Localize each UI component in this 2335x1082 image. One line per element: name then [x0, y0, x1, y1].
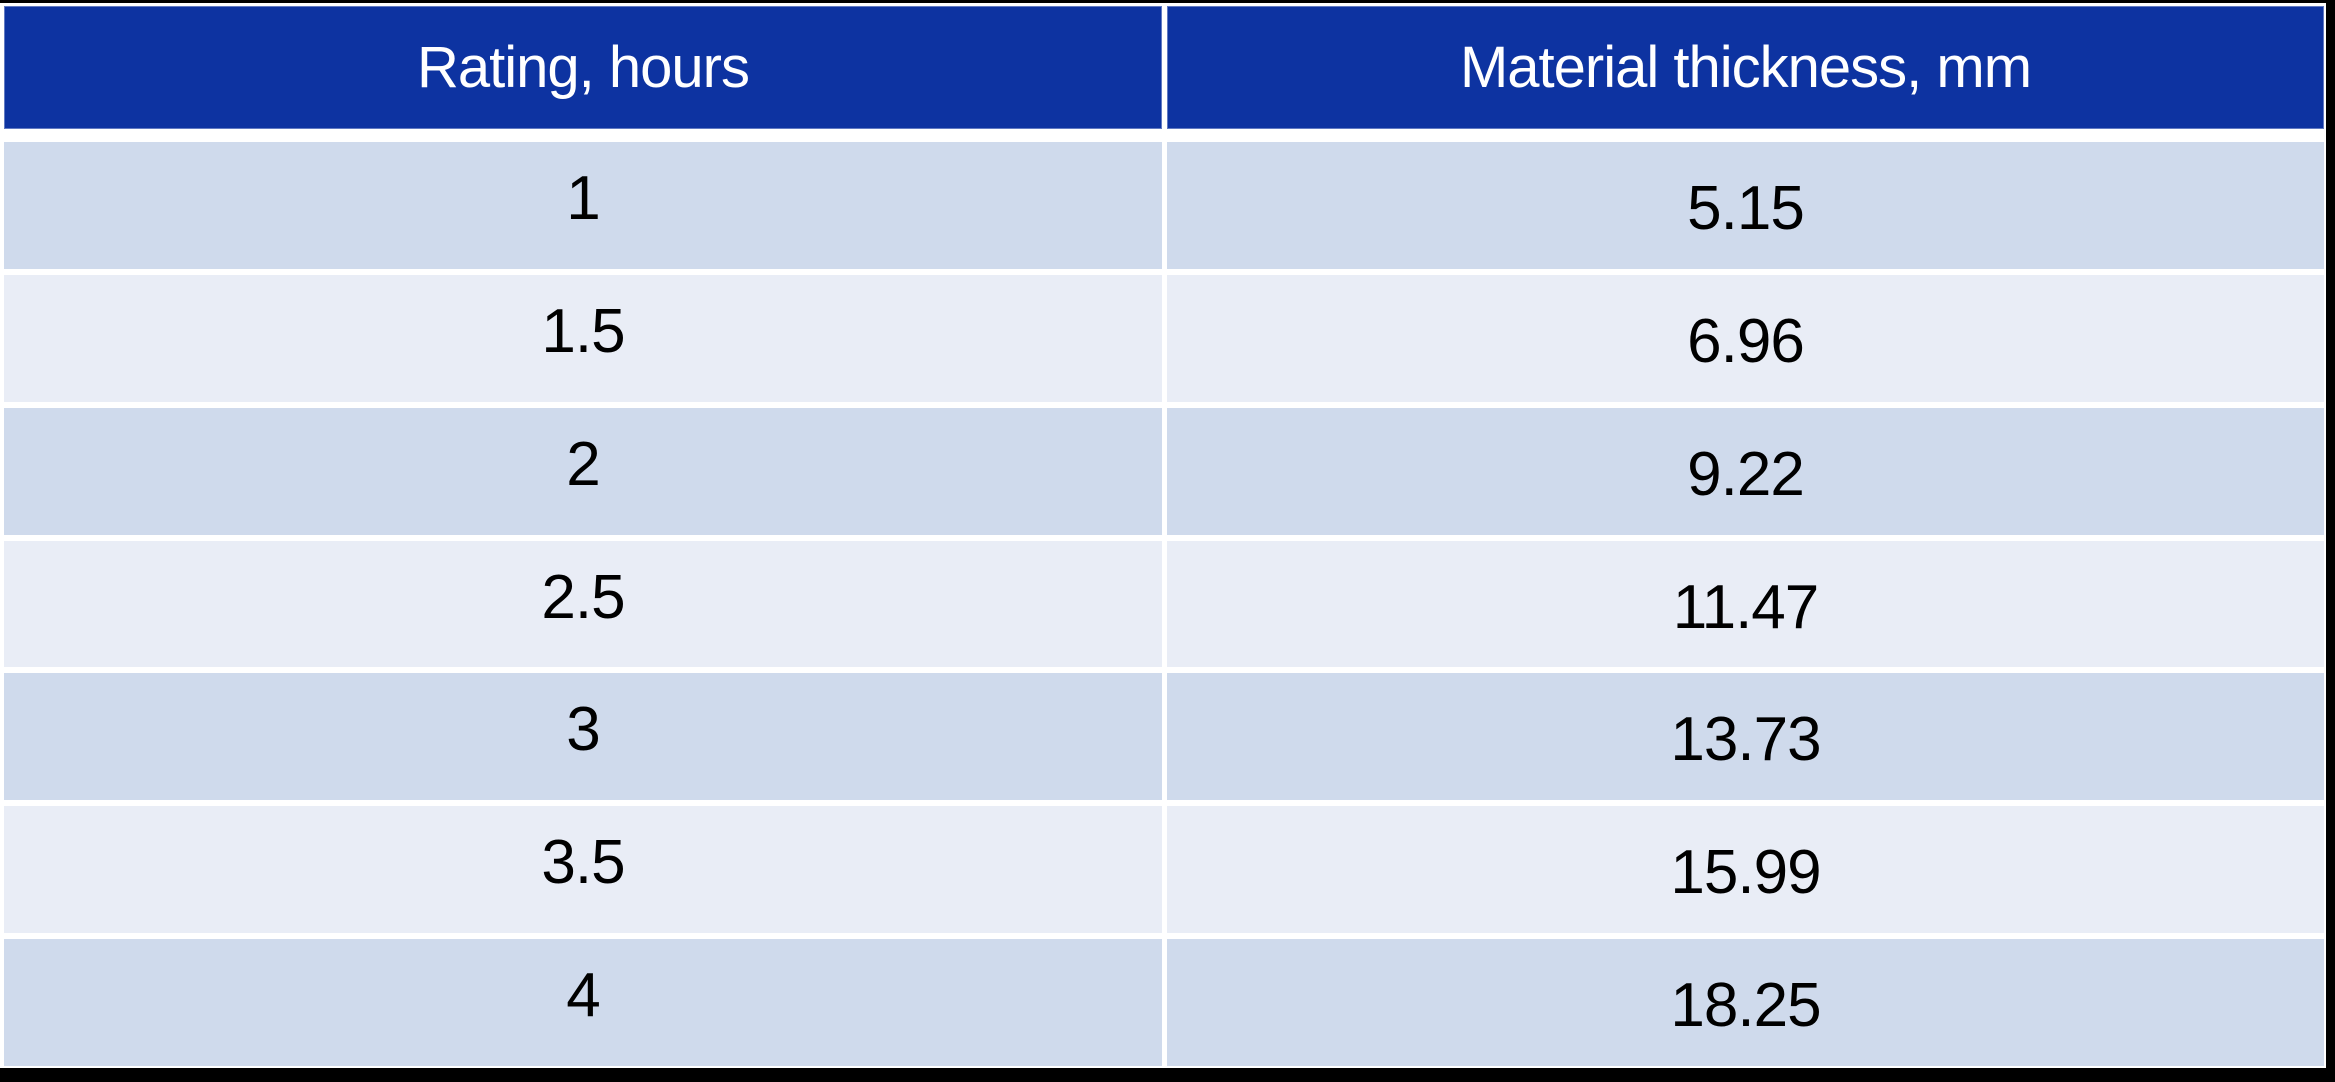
rating-cell: 3.5 — [4, 806, 1162, 934]
rating-value: 1.5 — [541, 296, 625, 366]
table-row: 2.5 11.47 — [4, 540, 2324, 668]
thickness-value: 18.25 — [1670, 971, 1821, 1041]
thickness-cell: 15.99 — [1167, 806, 2324, 934]
header-cell-rating: Rating, hours — [4, 6, 1162, 129]
thickness-value: 11.47 — [1672, 572, 1820, 642]
rating-cell: 1 — [4, 142, 1162, 269]
fire-rating-table: Rating, hours Material thickness, mm 1 5… — [4, 6, 2324, 1067]
thickness-value: 13.73 — [1670, 705, 1821, 775]
rating-value: 2.5 — [541, 562, 625, 632]
thickness-cell: 5.15 — [1167, 142, 2324, 269]
rating-value: 2 — [566, 429, 600, 499]
table-header-row: Rating, hours Material thickness, mm — [4, 6, 2324, 129]
thickness-cell: 6.96 — [1167, 274, 2324, 402]
header-label-rating: Rating, hours — [417, 35, 750, 100]
rating-value: 4 — [566, 961, 600, 1031]
thickness-cell: 11.47 — [1167, 540, 2324, 668]
table-row: 4 18.25 — [4, 939, 2324, 1067]
thickness-value: 15.99 — [1670, 838, 1821, 908]
rating-cell: 2 — [4, 407, 1162, 535]
rating-cell: 4 — [4, 939, 1162, 1067]
thickness-cell: 18.25 — [1167, 939, 2324, 1067]
table-row: 3 13.73 — [4, 673, 2324, 801]
rating-value: 3.5 — [541, 828, 625, 898]
rating-cell: 3 — [4, 673, 1162, 801]
table-body: 1 5.15 1.5 6.96 2 9.22 — [4, 142, 2324, 1067]
thickness-value: 9.22 — [1687, 439, 1805, 509]
table-row: 1 5.15 — [4, 142, 2324, 269]
thickness-cell: 13.73 — [1167, 673, 2324, 801]
table-row: 1.5 6.96 — [4, 274, 2324, 402]
table-row: 3.5 15.99 — [4, 806, 2324, 934]
rating-value: 3 — [566, 695, 600, 765]
header-cell-thickness: Material thickness, mm — [1167, 6, 2324, 129]
table-sheet: Rating, hours Material thickness, mm 1 5… — [0, 3, 2326, 1068]
rating-cell: 2.5 — [4, 540, 1162, 668]
rating-value: 1 — [566, 163, 600, 233]
table-row: 2 9.22 — [4, 407, 2324, 535]
rating-cell: 1.5 — [4, 274, 1162, 402]
thickness-value: 5.15 — [1687, 173, 1805, 243]
thickness-value: 6.96 — [1687, 306, 1805, 376]
header-label-thickness: Material thickness, mm — [1459, 35, 2032, 100]
thickness-cell: 9.22 — [1167, 407, 2324, 535]
